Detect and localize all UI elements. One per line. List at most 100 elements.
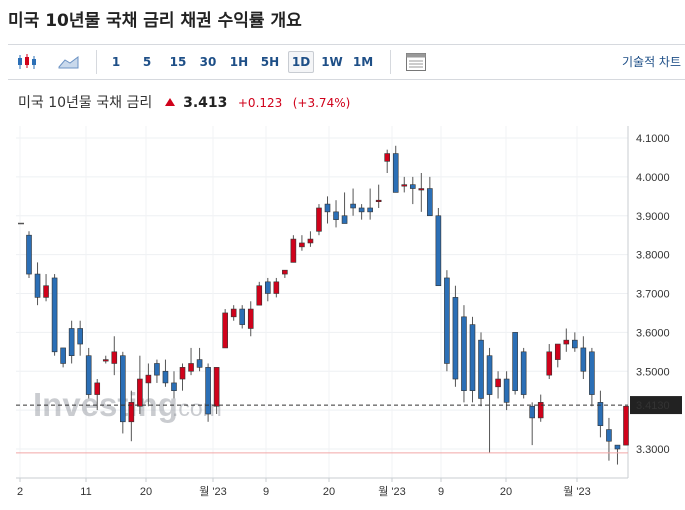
candle-body: [239, 308, 246, 325]
x-tick-label: 월 '23: [378, 485, 406, 498]
watermark-suffix: .com: [172, 395, 222, 421]
candle-body: [350, 203, 356, 209]
page-title: 미국 10년물 국채 금리 채권 수익률 개요: [8, 11, 302, 31]
candle-body: [162, 370, 169, 384]
current-price-box: [630, 396, 682, 415]
candle: [563, 328, 570, 352]
timeframe-15-button[interactable]: 15: [169, 55, 187, 69]
candle: [77, 320, 83, 356]
current-price-label: 3.4130: [636, 400, 670, 412]
candle-body: [333, 211, 339, 220]
candle: [435, 207, 442, 287]
candle-body: [572, 339, 578, 349]
candle: [384, 149, 391, 173]
candle: [145, 363, 152, 407]
y-tick-label: 4.0000: [636, 172, 670, 184]
candle: [572, 332, 578, 352]
candle: [196, 347, 203, 372]
candle-body: [307, 238, 314, 244]
candle: [307, 231, 314, 247]
candle-body: [230, 308, 237, 318]
area-chart-icon[interactable]: [56, 51, 82, 73]
candle: [546, 344, 553, 380]
candle: [452, 285, 459, 387]
candle: [222, 309, 228, 349]
timeframe-30-button[interactable]: 30: [199, 55, 217, 69]
candle-body: [43, 285, 49, 298]
chart-toolbar: 1 5 15 30 1H 5H 1D 1W 1M 기술적 차트: [8, 44, 685, 80]
table-view-icon[interactable]: [403, 51, 429, 73]
candle: [128, 390, 135, 442]
candle: [111, 336, 118, 376]
timeframe-1w-button[interactable]: 1W: [321, 55, 343, 69]
candle: [188, 347, 194, 376]
candle-body: [222, 312, 228, 349]
timeframe-1h-button[interactable]: 1H: [229, 55, 249, 69]
candle-body: [597, 402, 604, 426]
technical-chart-link[interactable]: 기술적 차트: [621, 55, 681, 69]
instrument-name: 미국 10년물 국채 금리: [18, 95, 153, 111]
candle-body: [367, 207, 373, 213]
x-tick-label: 월 '23: [563, 485, 591, 498]
timeframe-1m-button[interactable]: 1M: [352, 55, 374, 69]
candle-body: [435, 215, 442, 287]
candle-body: [51, 277, 58, 353]
candle-body: [478, 339, 484, 399]
candle-body: [520, 351, 527, 395]
candle-body: [188, 363, 194, 372]
candle: [213, 367, 220, 415]
candle-body: [282, 269, 288, 275]
candle-body: [606, 429, 612, 442]
candle: [60, 347, 66, 368]
candle-body: [375, 199, 382, 202]
candle: [230, 305, 237, 321]
x-tick-label: 11: [80, 486, 91, 498]
candle: [401, 176, 408, 193]
candle-body: [137, 378, 143, 407]
candle: [350, 188, 356, 216]
candlestick-chart-icon[interactable]: [14, 51, 40, 73]
candle-body: [409, 184, 416, 189]
candle: [495, 371, 501, 399]
candle-body: [589, 351, 595, 395]
price-change: +0.123: [237, 96, 283, 110]
candle: [358, 204, 365, 220]
candle: [614, 444, 621, 465]
candle: [375, 184, 382, 208]
candle: [26, 231, 32, 278]
candle: [418, 172, 425, 212]
watermark-brand: Investing: [33, 386, 178, 423]
timeframe-5h-button[interactable]: 5H: [260, 55, 280, 69]
toolbar-divider: [96, 50, 97, 74]
candle-body: [614, 444, 621, 450]
timeframe-1d-button[interactable]: 1D: [288, 51, 314, 73]
candle-body: [495, 378, 501, 388]
timeframe-5-button[interactable]: 5: [142, 55, 152, 69]
timeframe-1-button[interactable]: 1: [111, 55, 121, 69]
toolbar-divider: [390, 50, 391, 74]
candle-body: [469, 324, 476, 391]
candle: [503, 371, 510, 411]
candle: [162, 359, 169, 387]
candle: [51, 274, 58, 356]
candle: [461, 305, 467, 403]
candle-body: [247, 308, 254, 329]
candle: [427, 176, 433, 217]
candle-body: [324, 203, 331, 213]
candle-body: [444, 277, 450, 364]
candle-body: [264, 281, 271, 294]
candle-body: [384, 153, 391, 162]
candle-body: [256, 285, 263, 306]
candle-body: [111, 351, 118, 364]
y-tick-label: 3.8000: [636, 250, 670, 262]
candle-body: [154, 363, 160, 376]
candle: [486, 347, 493, 453]
x-tick-label: 20: [500, 486, 512, 498]
candle: [478, 332, 484, 407]
candle-body: [34, 273, 41, 298]
candle: [537, 394, 544, 422]
y-tick-label: 3.3000: [636, 444, 670, 456]
candle: [367, 188, 373, 220]
candle-body: [299, 242, 305, 248]
